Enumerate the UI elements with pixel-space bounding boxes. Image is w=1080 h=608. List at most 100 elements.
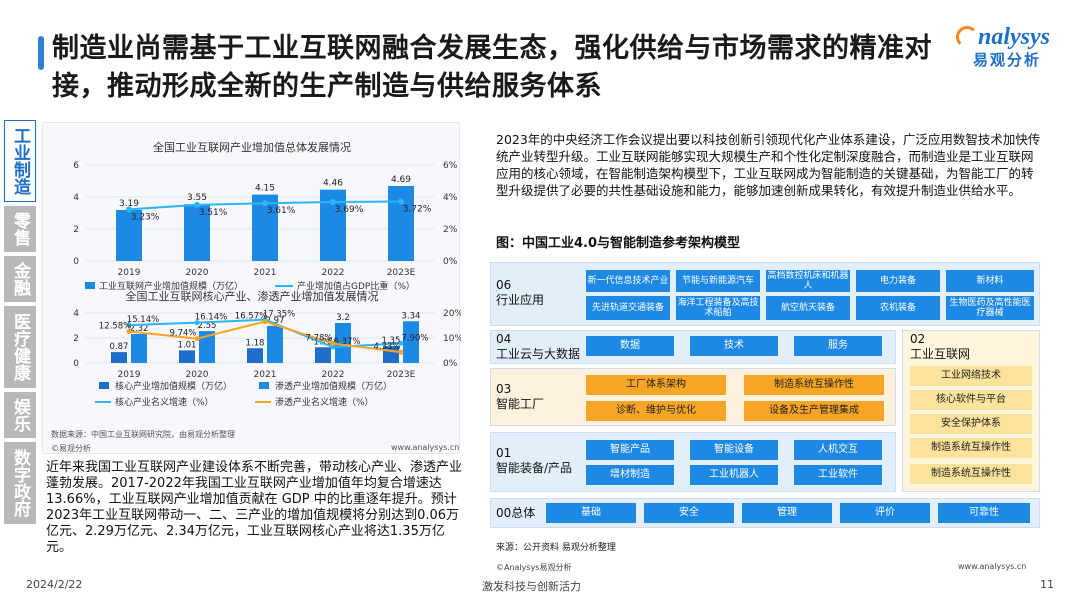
logo-swoosh-icon: [956, 26, 978, 48]
logo-text-en: nalysys: [978, 24, 1050, 50]
chart1-bar-label: 3.19: [119, 199, 139, 209]
chart2-y2-tick: 10%: [443, 334, 461, 344]
r03-item: 工厂体系架构: [586, 375, 726, 395]
row00-label: 00总体: [496, 506, 536, 520]
architecture-model: 06 行业应用 新一代信息技术产业 节能与新能源汽车 高档数控机床和机器人 电力…: [490, 258, 1042, 540]
r02-item: 安全保护体系: [910, 414, 1032, 434]
lower-paragraph: 近年来我国工业互联网产业建设体系不断完善，带动核心产业、渗透产业蓬勃发展。201…: [46, 460, 463, 555]
page-number: 11: [1040, 578, 1054, 591]
r00-item: 安全: [644, 503, 734, 523]
chart1-y-tick: 4: [73, 193, 79, 203]
r03-item: 诊断、维护与优化: [586, 401, 726, 421]
chart1-bar-label: 4.15: [255, 184, 275, 194]
chart-source: 数据来源：中国工业互联网研究院，由易观分析整理: [51, 430, 235, 439]
chart1-line-label: 3.69%: [335, 205, 364, 215]
r03-item: 制造系统互操作性: [744, 375, 884, 395]
r06-item: 高档数控机床和机器人: [766, 270, 850, 292]
chart2-line-label: 17.35%: [263, 310, 295, 320]
chart2-bar-core: [111, 352, 127, 363]
chart2-line-point: [262, 319, 268, 325]
r04-item: 服务: [794, 336, 882, 356]
figure-title: 图：中国工业4.0与智能制造参考架构模型: [496, 236, 741, 251]
chart1-y-tick: 2: [73, 225, 79, 235]
sidebar-item-retail[interactable]: 零售: [4, 206, 36, 252]
chart-footer-left: ©易观分析: [51, 444, 91, 453]
chart2-line-label: 7.78%: [305, 334, 332, 344]
row03-label: 03 智能工厂: [496, 382, 545, 411]
chart2-x-tick: 2021: [254, 370, 277, 380]
chart2-line-point: [194, 336, 200, 342]
chart2-bar-penetration: [199, 331, 215, 363]
chart2-bar-label: 1.35: [382, 336, 401, 346]
chart2-title: 全国工业互联网核心产业、渗透产业增加值发展情况: [125, 290, 379, 303]
chart2-line-point: [126, 329, 132, 335]
chart2-legend-label: 核心产业名义增速（%）: [115, 396, 214, 408]
sidebar-item-entertainment[interactable]: 娱乐: [4, 392, 36, 438]
r02-item: 制造系统互操作性: [910, 438, 1032, 458]
right-paragraph: 2023年的中央经济工作会议提出要以科技创新引领现代化产业体系建设，广泛应用数智…: [496, 132, 1041, 198]
chart2-bar-label: 2.97: [266, 316, 285, 326]
r00-item: 管理: [742, 503, 832, 523]
row02-label: 02 工业互联网: [910, 332, 971, 361]
row01-label: 01 智能装备/产品: [496, 446, 573, 475]
chart1-y-tick: 6: [73, 161, 79, 171]
chart2-bar-core: [315, 347, 331, 363]
chart2-x-tick: 2023E: [387, 370, 416, 380]
chart1-line-label: 3.61%: [267, 206, 296, 216]
chart1-x-tick: 2019: [118, 268, 141, 278]
chart2-legend-label: 渗透产业名义增速（%）: [275, 396, 374, 408]
slogan: 激发科技与创新活力: [482, 580, 581, 593]
chart2-line-label: 9.74%: [169, 329, 196, 339]
chart2-x-tick: 2019: [118, 370, 141, 380]
chart2-line-label: 12.58%: [99, 322, 131, 332]
chart2-legend-label: 渗透产业增加值规模（万亿）: [275, 380, 392, 392]
chart2-line-point: [194, 320, 200, 326]
r06-item: 农机装备: [856, 296, 940, 320]
chart2-bar-penetration: [267, 325, 283, 363]
chart2-line-label: 16.57%: [235, 312, 267, 322]
r06-item: 航空航天装备: [766, 296, 850, 320]
chart2-line-label: 4.33%: [373, 342, 400, 352]
chart2-bar-penetration: [335, 323, 351, 363]
r01-item: 智能设备: [690, 440, 778, 460]
chart1-line-label: 3.51%: [199, 208, 228, 218]
chart1-line-label: 3.72%: [403, 204, 432, 214]
chart2-y2-tick: 20%: [443, 309, 461, 319]
chart2-line-label: 16.14%: [195, 313, 227, 323]
chart1-line-point: [262, 200, 268, 207]
r04-item: 数据: [586, 336, 674, 356]
chart1-bar: [388, 185, 414, 261]
chart1-bar-label: 3.55: [187, 193, 207, 203]
sidebar-item-finance[interactable]: 金融: [4, 256, 36, 302]
r03-item: 设备及生产管理集成: [744, 401, 884, 421]
r06-item: 生物医药及高性能医疗器械: [946, 296, 1034, 320]
row06-label: 06 行业应用: [496, 278, 545, 307]
chart2-line-point: [126, 322, 132, 328]
chart2-line-point: [398, 349, 404, 355]
chart2-line-label: 7.90%: [401, 333, 428, 343]
chart1-bar-label: 4.69: [391, 175, 411, 185]
chart1-y2-tick: 6%: [443, 161, 458, 171]
r01-item: 人机交互: [794, 440, 882, 460]
r01-item: 智能产品: [586, 440, 674, 460]
r06-item: 先进轨道交通装备: [586, 296, 670, 320]
chart2-bar-label: 0.87: [110, 342, 129, 352]
r06-item: 电力装备: [856, 270, 940, 292]
chart2-bar-label: 3.34: [402, 311, 421, 321]
r00-item: 可靠性: [938, 503, 1030, 523]
title-accent-bar: [38, 36, 44, 70]
chart2-y-tick: 4: [73, 309, 79, 319]
r01-item: 增材制造: [586, 465, 674, 485]
chart2-bar-label: 1.18: [246, 338, 265, 348]
chart2-bar-label: 2.55: [198, 321, 217, 331]
sidebar-item-healthcare[interactable]: 医疗健康: [4, 306, 36, 388]
r00-item: 评价: [840, 503, 930, 523]
chart2-bar-penetration: [131, 334, 147, 363]
sidebar-item-industry[interactable]: 工业制造: [4, 120, 36, 202]
chart2-bar-core: [247, 348, 263, 363]
footer-url: www.analysys.cn: [958, 562, 1027, 571]
chart1-line-label: 3.23%: [131, 212, 160, 222]
sidebar-item-gov[interactable]: 数字政府: [4, 442, 36, 524]
chart1-legend-swatch-bar: [85, 282, 95, 289]
chart1-line-point: [194, 201, 200, 208]
